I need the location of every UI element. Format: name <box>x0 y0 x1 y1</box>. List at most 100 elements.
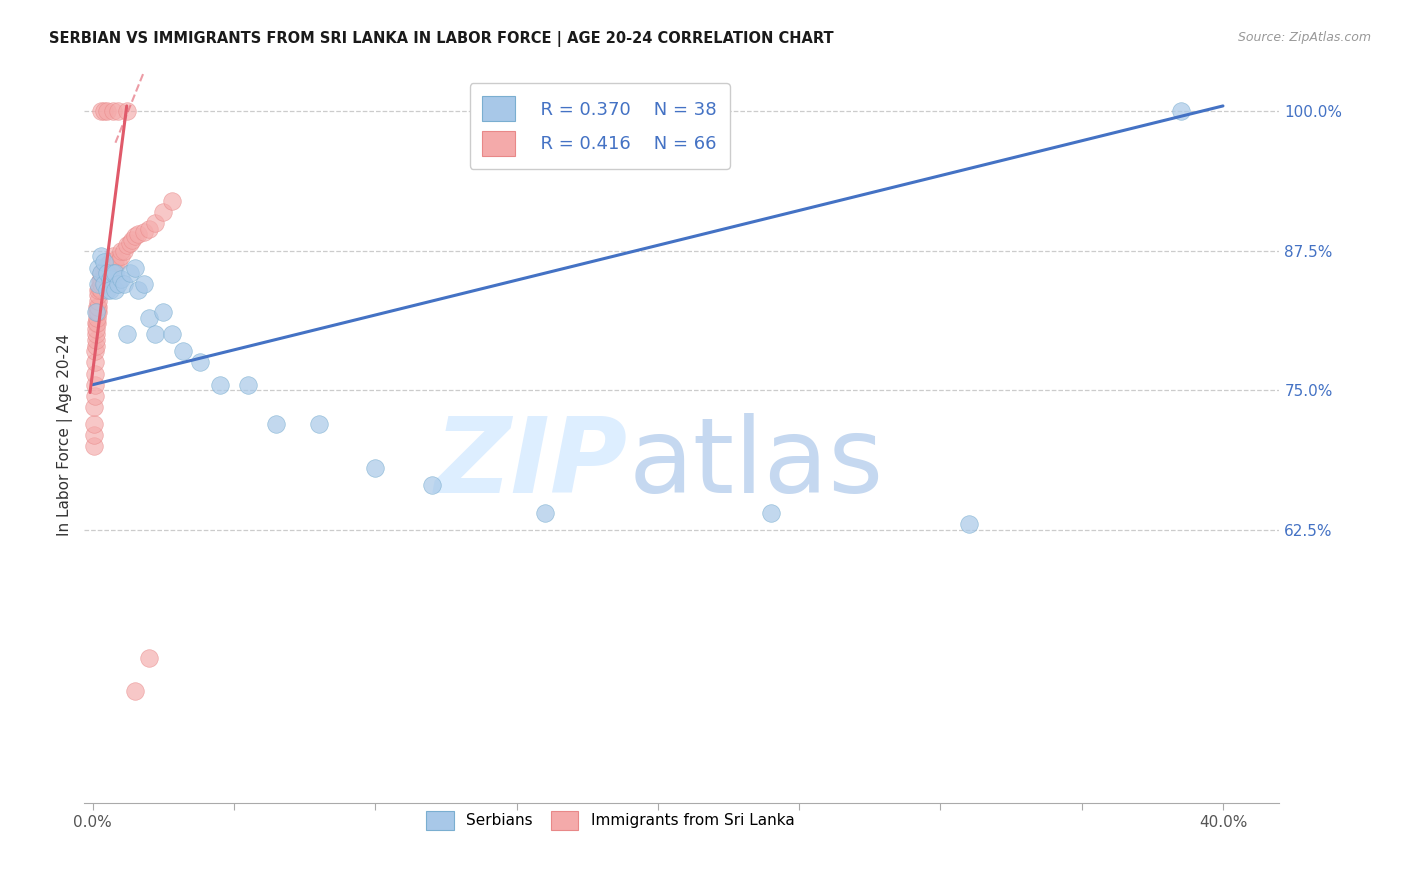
Point <box>98 255 121 269</box>
Point <box>107 104 129 119</box>
Point <box>98 283 121 297</box>
Point <box>112 244 135 258</box>
Point <box>96 266 118 280</box>
Point <box>93 262 115 277</box>
Point <box>87 300 110 314</box>
Point <box>143 327 166 342</box>
Point <box>172 344 194 359</box>
Point <box>84 322 107 336</box>
Point <box>90 266 112 280</box>
Point <box>104 283 127 297</box>
Point <box>132 225 155 239</box>
Point <box>83 439 105 453</box>
Point <box>238 377 260 392</box>
Point <box>138 651 160 665</box>
Point <box>208 377 231 392</box>
Point <box>138 310 160 325</box>
Point <box>84 305 107 319</box>
Point <box>87 283 110 297</box>
Point <box>104 266 127 280</box>
Point <box>86 310 108 325</box>
Point <box>143 216 166 230</box>
Point <box>93 277 115 292</box>
Point <box>152 305 174 319</box>
Point <box>364 461 387 475</box>
Point <box>90 104 112 119</box>
Legend: Serbians, Immigrants from Sri Lanka: Serbians, Immigrants from Sri Lanka <box>420 805 800 836</box>
Point <box>87 277 110 292</box>
Point <box>160 194 183 208</box>
Point <box>110 244 132 258</box>
Point <box>132 277 155 292</box>
Point <box>96 104 118 119</box>
Point <box>98 265 121 279</box>
Point <box>89 274 111 288</box>
Point <box>534 506 557 520</box>
Point <box>84 333 107 347</box>
Point <box>86 300 108 314</box>
Point <box>83 377 105 392</box>
Point <box>101 255 124 269</box>
Point <box>110 271 132 285</box>
Point <box>107 255 129 269</box>
Point <box>83 428 105 442</box>
Point <box>86 305 108 319</box>
Point <box>115 238 138 252</box>
Point <box>115 104 138 119</box>
Point <box>101 260 124 275</box>
Point <box>107 277 129 292</box>
Y-axis label: In Labor Force | Age 20-24: In Labor Force | Age 20-24 <box>58 334 73 536</box>
Point <box>90 277 112 292</box>
Text: ZIP: ZIP <box>434 413 628 516</box>
Point <box>188 355 211 369</box>
Point <box>87 293 110 308</box>
Point <box>759 506 782 520</box>
Point <box>124 229 146 244</box>
Point <box>160 327 183 342</box>
Point <box>93 268 115 283</box>
Point <box>93 104 115 119</box>
Point <box>110 249 132 264</box>
Point <box>90 283 112 297</box>
Point <box>84 344 107 359</box>
Point <box>96 269 118 284</box>
Point <box>121 233 143 247</box>
Point <box>124 260 146 275</box>
Point <box>96 265 118 279</box>
Point <box>98 271 121 285</box>
Point <box>152 204 174 219</box>
Point <box>115 327 138 342</box>
Point <box>118 266 141 280</box>
Point <box>112 277 135 292</box>
Point <box>83 417 105 431</box>
Point <box>101 249 124 264</box>
Point <box>420 478 443 492</box>
Point <box>90 249 112 264</box>
Point <box>127 227 149 241</box>
Point <box>83 400 105 414</box>
Point <box>83 389 105 403</box>
Point <box>266 417 288 431</box>
Point <box>118 235 141 250</box>
Point <box>84 338 107 352</box>
Point <box>87 288 110 302</box>
Point <box>308 417 330 431</box>
Text: Source: ZipAtlas.com: Source: ZipAtlas.com <box>1237 31 1371 45</box>
Point <box>93 274 115 288</box>
Point <box>87 305 110 319</box>
Point <box>87 260 110 275</box>
Point <box>101 266 124 280</box>
Point <box>124 684 146 698</box>
Point <box>96 258 118 272</box>
Point <box>90 266 112 280</box>
Point <box>87 280 110 294</box>
Point <box>138 221 160 235</box>
Point <box>1170 104 1192 119</box>
Point <box>104 258 127 272</box>
Point <box>957 516 980 531</box>
Point <box>84 355 107 369</box>
Point <box>83 367 105 381</box>
Point <box>94 262 117 277</box>
Point <box>127 283 149 297</box>
Text: atlas: atlas <box>628 413 883 516</box>
